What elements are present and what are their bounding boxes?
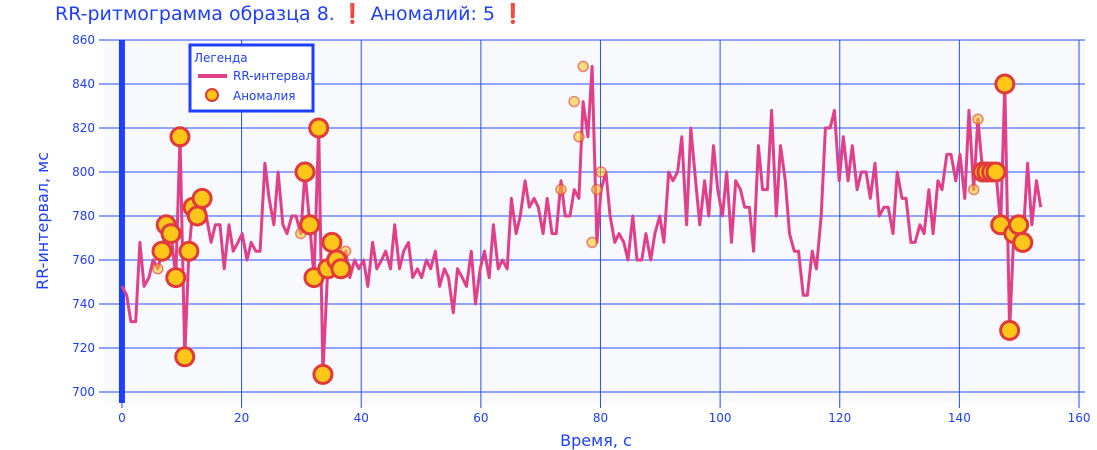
x-tick-label: 20	[234, 411, 249, 425]
y-axis-label: RR-интервал, мс	[33, 152, 52, 290]
x-axis-ticks: 0 20 40 60 80 100 120 140 160	[118, 403, 1090, 425]
x-tick-label: 160	[1068, 411, 1091, 425]
x-tick-label: 80	[593, 411, 608, 425]
x-axis-label: Время, с	[560, 431, 632, 450]
anomaly-point	[999, 319, 1021, 341]
anomaly-point-minor	[586, 236, 598, 249]
anomaly-point	[186, 205, 208, 227]
chart-title: RR-ритмограмма образца 8. ❗ Аномалий: 5 …	[55, 2, 525, 25]
x-tick-label: 140	[948, 411, 971, 425]
y-tick-label: 820	[72, 121, 95, 135]
anomaly-point-minor	[577, 60, 589, 73]
anomaly-markers	[151, 60, 1034, 385]
anomaly-point	[321, 231, 343, 253]
anomaly-point	[165, 267, 187, 289]
y-tick-label: 840	[72, 77, 95, 91]
anomaly-point-minor	[972, 113, 984, 125]
y-tick-label: 860	[72, 33, 95, 47]
anomaly-point-minor	[967, 183, 980, 196]
anomaly-point	[985, 161, 1007, 183]
anomaly-point	[330, 258, 352, 280]
y-axis-ticks: 700 720 740 760 780 800 820 840 860	[72, 33, 104, 399]
rr-series	[120, 64, 1043, 376]
anomaly-point	[191, 187, 213, 209]
anomaly-point	[169, 126, 191, 148]
anomaly-point	[994, 73, 1016, 95]
y-tick-label: 740	[72, 297, 95, 311]
anomaly-point	[299, 214, 321, 236]
anomaly-point	[312, 363, 334, 385]
anomaly-point	[178, 240, 200, 262]
legend-marker-swatch	[205, 88, 219, 102]
y-tick-label: 720	[72, 341, 95, 355]
anomaly-point-minor	[595, 166, 607, 178]
anomaly-point	[1012, 231, 1034, 253]
anomaly-point-minor	[573, 131, 585, 143]
anomaly-point-minor	[555, 183, 567, 196]
legend-item-rr: RR-интервал	[233, 69, 313, 83]
anomaly-point-minor	[568, 95, 580, 108]
x-tick-label: 100	[709, 411, 732, 425]
rr-interval-line	[120, 64, 1043, 376]
anomaly-point-minor	[591, 183, 603, 196]
anomaly-point	[308, 117, 330, 139]
x-tick-label: 40	[354, 411, 369, 425]
anomaly-point	[294, 161, 316, 183]
y-tick-label: 780	[72, 209, 95, 223]
y-tick-label: 800	[72, 165, 95, 179]
legend-item-anomaly: Аномалия	[233, 89, 296, 103]
y-tick-label: 700	[72, 385, 95, 399]
x-tick-label: 120	[828, 411, 851, 425]
anomaly-point	[151, 240, 173, 262]
anomaly-point-minor	[152, 263, 164, 275]
x-tick-label: 0	[118, 411, 126, 425]
legend: Легенда RR-интервал Аномалия	[188, 43, 315, 113]
y-tick-label: 760	[72, 253, 95, 267]
anomaly-point	[1008, 214, 1030, 236]
x-tick-label: 60	[473, 411, 488, 425]
legend-title: Легенда	[194, 51, 248, 65]
anomaly-point	[174, 346, 196, 368]
anomaly-point	[160, 223, 182, 245]
